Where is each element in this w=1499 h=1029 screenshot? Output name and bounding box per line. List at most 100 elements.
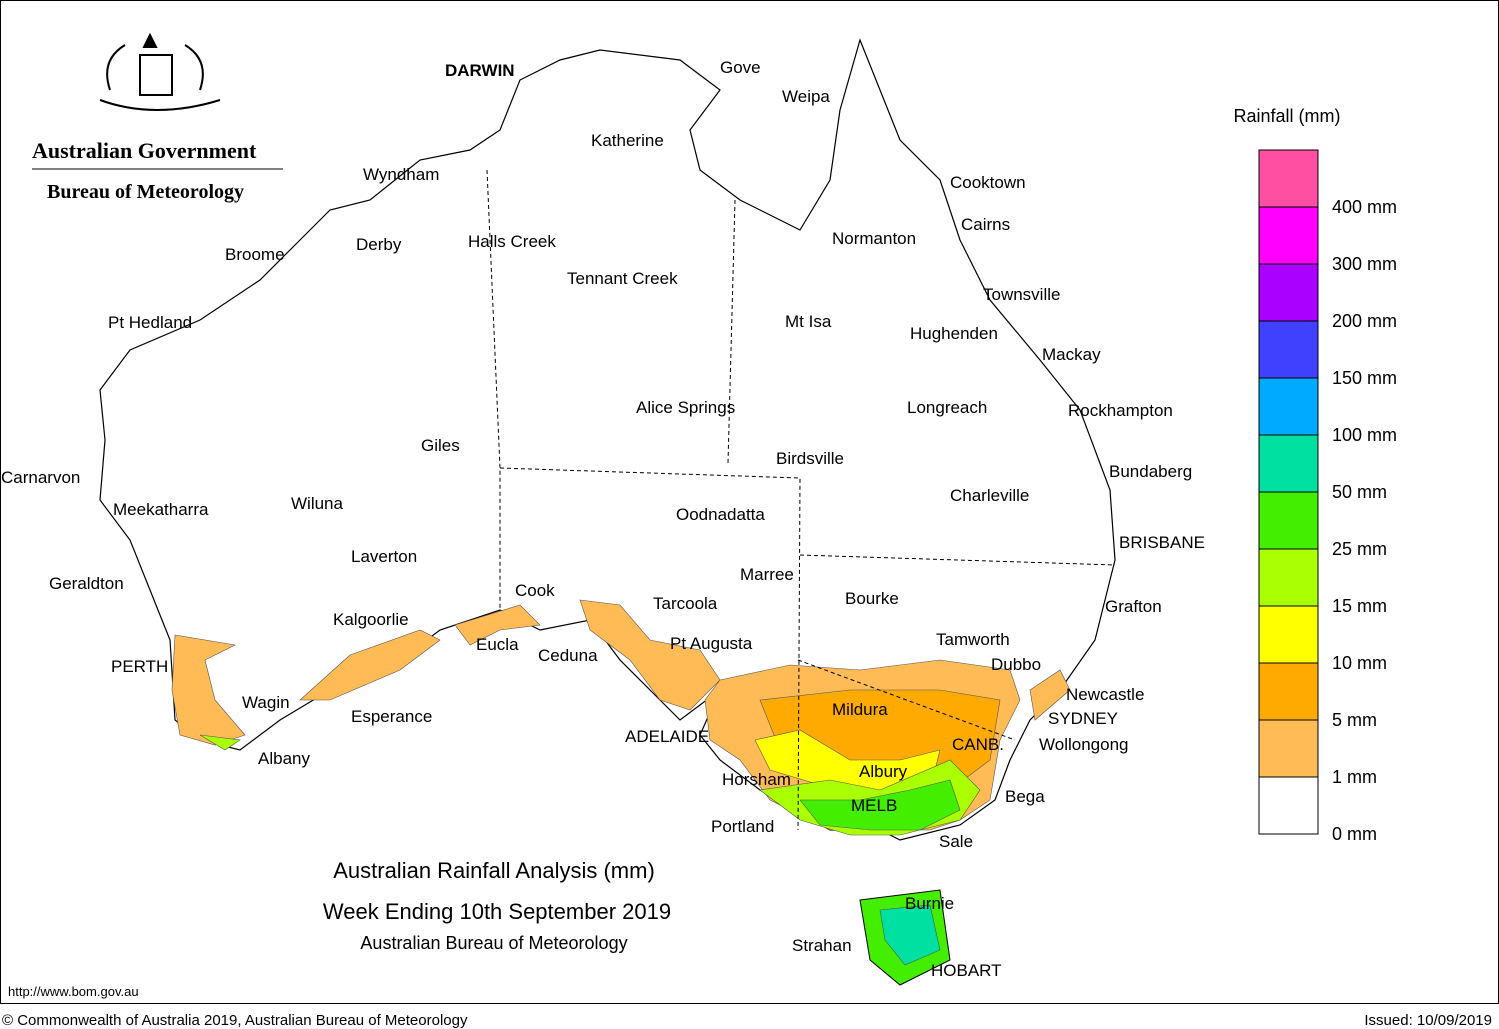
place-label: Katherine bbox=[591, 131, 664, 150]
place-label: Portland bbox=[711, 817, 774, 836]
place-label: Mackay bbox=[1042, 345, 1101, 364]
place-label: Cooktown bbox=[950, 173, 1026, 192]
place-label: Cairns bbox=[961, 215, 1010, 234]
legend: 400 mm 300 mm 200 mm 150 mm 100 mm 50 mm 25 mm… bbox=[1258, 149, 1397, 844]
place-label: Charleville bbox=[950, 486, 1029, 505]
place-label: Bundaberg bbox=[1109, 462, 1192, 481]
place-label: Pt Hedland bbox=[108, 313, 192, 332]
title: Australian Bureau of Meteorology bbox=[360, 933, 627, 953]
title: Week Ending 10th September 2019 bbox=[323, 899, 671, 924]
place-label: Hughenden bbox=[910, 324, 998, 343]
legend-swatch bbox=[1258, 605, 1319, 664]
place-label: Birdsville bbox=[776, 449, 844, 468]
place-label: Wiluna bbox=[291, 494, 344, 513]
place-label: Tamworth bbox=[936, 630, 1010, 649]
place-label: HOBART bbox=[931, 961, 1002, 980]
legend-label: 10 mm bbox=[1332, 653, 1387, 673]
place-label: SYDNEY bbox=[1048, 709, 1118, 728]
legend-swatch bbox=[1258, 263, 1319, 322]
legend-swatch bbox=[1258, 206, 1319, 265]
place-label: Strahan bbox=[792, 936, 852, 955]
agency: Bureau of Meteorology bbox=[47, 181, 244, 203]
place-label: Wollongong bbox=[1039, 735, 1128, 754]
place-label: Halls Creek bbox=[468, 232, 556, 251]
legend-swatch bbox=[1258, 320, 1319, 379]
legend-label: 300 mm bbox=[1332, 254, 1397, 274]
legend-label: 5 mm bbox=[1332, 710, 1377, 730]
place-label: Gove bbox=[720, 58, 761, 77]
place-label: Normanton bbox=[832, 229, 916, 248]
place-label: Townsville bbox=[983, 285, 1060, 304]
place-label: Pt Augusta bbox=[670, 634, 753, 653]
url: http://www.bom.gov.au bbox=[8, 984, 139, 999]
legend-swatch bbox=[1258, 149, 1319, 208]
legend-swatch bbox=[1258, 719, 1319, 778]
place-label: Mildura bbox=[832, 700, 888, 719]
place-label: Wagin bbox=[242, 693, 290, 712]
place-label: Esperance bbox=[351, 707, 432, 726]
place-label: Albany bbox=[258, 749, 310, 768]
place-label: Mt Isa bbox=[785, 312, 832, 331]
coat-of-arms bbox=[99, 32, 221, 111]
place-label: Albury bbox=[859, 762, 908, 781]
legend-swatch bbox=[1258, 776, 1319, 835]
copyright: © Commonwealth of Australia 2019, Austra… bbox=[2, 1012, 468, 1029]
place-label: Meekatharra bbox=[113, 500, 209, 519]
legend-swatch bbox=[1258, 434, 1319, 493]
place-label: Eucla bbox=[476, 635, 519, 654]
places: DARWIN Gove Weipa Katherine Wyndham Cook… bbox=[1, 58, 1205, 980]
place-label: Ceduna bbox=[538, 646, 598, 665]
legend-title: Rainfall (mm) bbox=[1233, 106, 1340, 126]
place-label: ADELAIDE bbox=[625, 727, 709, 746]
place-label: Carnarvon bbox=[1, 468, 80, 487]
legend-label: 1 mm bbox=[1332, 767, 1377, 787]
tasmania-wet bbox=[879, 904, 941, 966]
legend-swatch bbox=[1258, 377, 1319, 436]
place-label: Alice Springs bbox=[636, 398, 735, 417]
place-label: Bega bbox=[1005, 787, 1045, 806]
legend-label: 25 mm bbox=[1332, 539, 1387, 559]
place-label: MELB bbox=[851, 796, 897, 815]
title: Australian Rainfall Analysis (mm) bbox=[333, 858, 655, 883]
legend-swatch bbox=[1258, 491, 1319, 550]
place-label: Newcastle bbox=[1066, 685, 1144, 704]
legend-label: 0 mm bbox=[1332, 824, 1377, 844]
legend-label: 100 mm bbox=[1332, 425, 1397, 445]
place-label: Rockhampton bbox=[1068, 401, 1173, 420]
legend-label: 200 mm bbox=[1332, 311, 1397, 331]
place-label: CANB. bbox=[952, 735, 1004, 754]
place-label: Oodnadatta bbox=[676, 505, 765, 524]
place-label: Horsham bbox=[722, 770, 791, 789]
place-label: Burnie bbox=[905, 894, 954, 913]
issued: Issued: 10/09/2019 bbox=[1364, 1012, 1492, 1029]
place-label: Wyndham bbox=[363, 165, 439, 184]
place-label: Tennant Creek bbox=[567, 269, 678, 288]
place-label: Kalgoorlie bbox=[333, 610, 409, 629]
government: Australian Government bbox=[32, 138, 257, 163]
legend-swatch bbox=[1258, 548, 1319, 607]
legend-label: 50 mm bbox=[1332, 482, 1387, 502]
place-label: Dubbo bbox=[991, 655, 1041, 674]
place-label: Geraldton bbox=[49, 574, 124, 593]
place-label: Laverton bbox=[351, 547, 417, 566]
place-label: DARWIN bbox=[445, 61, 515, 80]
legend-label: 150 mm bbox=[1332, 368, 1397, 388]
place-label: PERTH bbox=[111, 657, 168, 676]
place-label: Giles bbox=[421, 436, 460, 455]
place-label: Grafton bbox=[1105, 597, 1162, 616]
legend-label: 400 mm bbox=[1332, 197, 1397, 217]
rainfall-areas bbox=[171, 599, 1071, 836]
place-label: Tarcoola bbox=[653, 594, 718, 613]
place-label: Marree bbox=[740, 565, 794, 584]
place-label: Weipa bbox=[782, 87, 830, 106]
place-label: Sale bbox=[939, 832, 973, 851]
place-label: Bourke bbox=[845, 589, 899, 608]
legend-label: 15 mm bbox=[1332, 596, 1387, 616]
place-label: BRISBANE bbox=[1119, 533, 1205, 552]
place-label: Cook bbox=[515, 581, 555, 600]
place-label: Derby bbox=[356, 235, 402, 254]
place-label: Broome bbox=[225, 245, 285, 264]
place-label: Longreach bbox=[907, 398, 987, 417]
legend-swatch bbox=[1258, 662, 1319, 721]
